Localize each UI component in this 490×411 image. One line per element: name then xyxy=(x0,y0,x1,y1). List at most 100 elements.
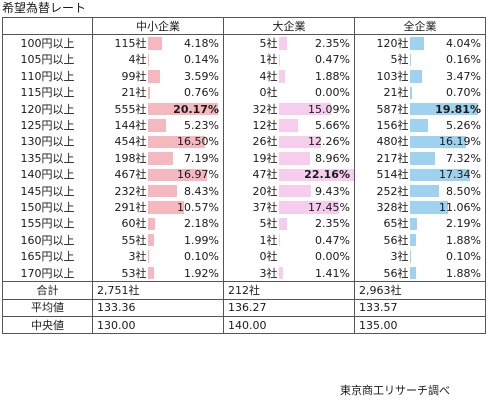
g2-summary-value: 212社 xyxy=(223,281,278,300)
g3-count: 21社 xyxy=(383,86,409,100)
g2-percent: 0.00% xyxy=(315,86,350,100)
g3-percent-cell: 1.88% xyxy=(408,264,486,283)
g1-percent-cell: 8.43% xyxy=(146,182,224,200)
g1-percent-cell: 16.50% xyxy=(146,133,224,151)
table-row: 135円以上 198社 7.19% 19社 8.96% 217社 7.32% xyxy=(2,150,486,167)
g1-data-bar xyxy=(147,135,205,149)
g1-summary-value: 130.00 xyxy=(92,316,147,335)
g1-percent: 20.17% xyxy=(173,102,219,116)
table-row: 155円以上 60社 2.18% 5社 2.35% 65社 2.19% xyxy=(2,215,486,233)
g3-data-bar xyxy=(409,135,466,149)
g3-count: 103社 xyxy=(376,69,409,83)
g1-percent-cell: 0.14% xyxy=(146,51,224,69)
g2-percent: 2.35% xyxy=(315,217,350,231)
g2-summary-value: 140.00 xyxy=(223,316,278,335)
g3-count: 120社 xyxy=(376,37,409,51)
g3-percent-cell: 8.50% xyxy=(408,182,486,200)
g2-percent: 9.43% xyxy=(315,184,350,198)
g3-percent-cell: 3.47% xyxy=(408,68,486,85)
g2-count: 37社 xyxy=(252,200,278,214)
g1-percent: 0.10% xyxy=(184,250,219,264)
g2-count: 20社 xyxy=(252,184,278,198)
g3-percent-cell: 16.19% xyxy=(408,133,486,151)
g1-count: 467社 xyxy=(114,168,147,182)
g1-percent-cell: 10.57% xyxy=(146,199,224,216)
g3-percent-cell: 4.04% xyxy=(408,34,486,52)
g3-data-bar xyxy=(409,217,418,231)
header-row: 中小企業 大企業 全企業 xyxy=(2,16,486,36)
g2-percent-cell: 0.47% xyxy=(277,51,355,69)
g3-count: 56社 xyxy=(354,264,409,283)
g3-summary-value: 135.00 xyxy=(354,316,409,335)
g2-percent-cell: 2.35% xyxy=(277,215,355,233)
g1-percent: 4.18% xyxy=(184,37,219,51)
g2-data-bar xyxy=(278,234,281,247)
g1-percent-cell: 1.92% xyxy=(146,264,224,283)
g2-summary-empty xyxy=(277,298,355,318)
g3-percent: 8.50% xyxy=(446,184,481,198)
g1-percent: 10.57% xyxy=(177,200,219,214)
g3-summary-value: 2,963社 xyxy=(354,281,409,300)
g3-percent: 1.88% xyxy=(446,266,481,280)
table-row: 125円以上 144社 5.23% 12社 5.66% 156社 5.26% xyxy=(2,117,486,134)
summary-row: 中央値 130.00 140.00 135.00 xyxy=(2,316,486,335)
g3-summary-empty xyxy=(408,316,486,335)
g3-percent: 0.10% xyxy=(446,250,481,264)
g3-percent-cell: 19.81% xyxy=(408,100,486,118)
g2-data-bar xyxy=(278,37,287,50)
g2-data-bar xyxy=(278,184,312,198)
g1-percent-cell: 20.17% xyxy=(146,100,224,118)
g3-count: 3社 xyxy=(390,250,409,264)
g3-percent-cell: 0.70% xyxy=(408,84,486,101)
rate-label: 155円以上 xyxy=(2,215,93,233)
rate-label: 130円以上 xyxy=(2,133,93,151)
g2-summary-empty xyxy=(277,281,355,300)
g2-data-bar xyxy=(278,168,354,181)
g2-count: 5社 xyxy=(259,217,278,231)
g3-percent: 1.88% xyxy=(446,233,481,247)
g2-percent-cell: 17.45% xyxy=(277,199,355,216)
g2-data-bar xyxy=(278,70,286,83)
g1-count: 55社 xyxy=(121,233,147,247)
g2-percent: 0.47% xyxy=(315,233,350,247)
g2-percent: 0.47% xyxy=(315,53,350,67)
g3-data-bar xyxy=(409,119,428,132)
g1-percent: 2.18% xyxy=(184,217,219,231)
header-all: 全企業 xyxy=(354,16,486,36)
g2-data-bar xyxy=(278,201,340,214)
summary-row: 合計 2,751社 212社 2,963社 xyxy=(2,281,486,300)
g3-percent: 17.34% xyxy=(439,168,481,182)
g1-percent-cell: 16.97% xyxy=(146,166,224,183)
g3-percent: 2.19% xyxy=(446,217,481,231)
g3-count: 480社 xyxy=(376,135,409,149)
g1-data-bar xyxy=(147,102,218,116)
g1-summary-value: 133.36 xyxy=(92,298,147,318)
rate-label: 150円以上 xyxy=(2,199,93,216)
rate-label: 145円以上 xyxy=(2,182,93,200)
g1-percent: 16.97% xyxy=(177,168,219,182)
g3-data-bar xyxy=(409,184,440,198)
g2-percent: 15.09% xyxy=(308,102,350,116)
g1-data-bar xyxy=(147,70,160,83)
g1-data-bar xyxy=(147,217,156,231)
g1-percent-cell: 2.18% xyxy=(146,215,224,233)
g3-percent-cell: 0.10% xyxy=(408,248,486,265)
summary-label: 中央値 xyxy=(2,316,93,335)
g3-data-bar xyxy=(409,201,448,214)
g3-count: 156社 xyxy=(376,119,409,133)
g1-percent: 7.19% xyxy=(184,151,219,165)
summary-row: 平均値 133.36 136.27 133.57 xyxy=(2,298,486,318)
g2-count: 26社 xyxy=(252,135,278,149)
g1-count: 115社 xyxy=(114,37,147,51)
g2-count: 47社 xyxy=(252,168,278,182)
rate-label: 135円以上 xyxy=(2,150,93,167)
g1-percent-cell: 4.18% xyxy=(146,34,224,52)
exchange-rate-table: 中小企業 大企業 全企業 100円以上 115社 4.18% 5社 2.35% 120社 4… xyxy=(2,16,486,335)
g3-percent: 0.16% xyxy=(446,53,481,67)
g2-percent-cell: 15.09% xyxy=(277,100,355,118)
g3-count: 252社 xyxy=(376,184,409,198)
rate-label: 140円以上 xyxy=(2,166,93,183)
g1-data-bar xyxy=(147,234,155,247)
g1-percent-cell: 0.10% xyxy=(146,248,224,265)
g1-summary-empty xyxy=(146,316,224,335)
